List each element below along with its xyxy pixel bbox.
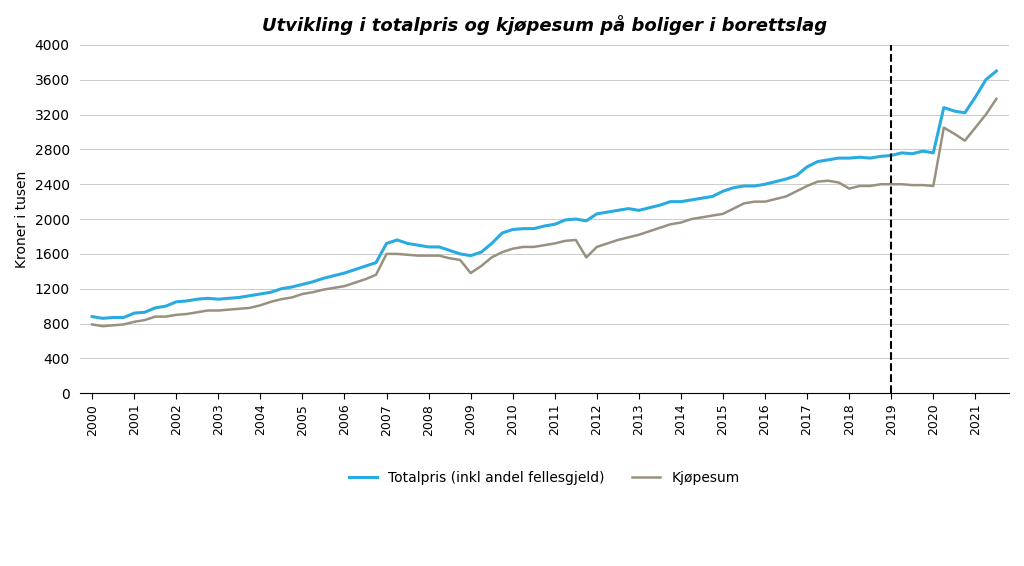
Line: Kjøpesum: Kjøpesum bbox=[92, 99, 996, 326]
Kjøpesum bbox=[549, 240, 561, 247]
Totalpris (inkl andel fellesgjeld) bbox=[990, 67, 1002, 74]
Totalpris (inkl andel fellesgjeld) bbox=[833, 155, 845, 161]
Totalpris (inkl andel fellesgjeld) bbox=[359, 263, 372, 269]
Kjøpesum bbox=[86, 321, 98, 328]
Kjøpesum bbox=[296, 290, 308, 297]
Title: Utvikling i totalpris og kjøpesum på boliger i borettslag: Utvikling i totalpris og kjøpesum på bol… bbox=[262, 15, 826, 35]
Legend: Totalpris (inkl andel fellesgjeld), Kjøpesum: Totalpris (inkl andel fellesgjeld), Kjøp… bbox=[344, 466, 745, 491]
Kjøpesum bbox=[244, 305, 256, 311]
Totalpris (inkl andel fellesgjeld) bbox=[96, 315, 109, 321]
Kjøpesum bbox=[990, 96, 1002, 102]
Line: Totalpris (inkl andel fellesgjeld): Totalpris (inkl andel fellesgjeld) bbox=[92, 71, 996, 318]
Totalpris (inkl andel fellesgjeld) bbox=[475, 249, 487, 256]
Totalpris (inkl andel fellesgjeld) bbox=[244, 292, 256, 299]
Kjøpesum bbox=[96, 323, 109, 329]
Totalpris (inkl andel fellesgjeld) bbox=[549, 221, 561, 228]
Kjøpesum bbox=[833, 179, 845, 186]
Totalpris (inkl andel fellesgjeld) bbox=[296, 281, 308, 288]
Kjøpesum bbox=[359, 276, 372, 282]
Totalpris (inkl andel fellesgjeld) bbox=[86, 313, 98, 320]
Y-axis label: Kroner i tusen: Kroner i tusen bbox=[15, 170, 29, 268]
Kjøpesum bbox=[475, 263, 487, 269]
